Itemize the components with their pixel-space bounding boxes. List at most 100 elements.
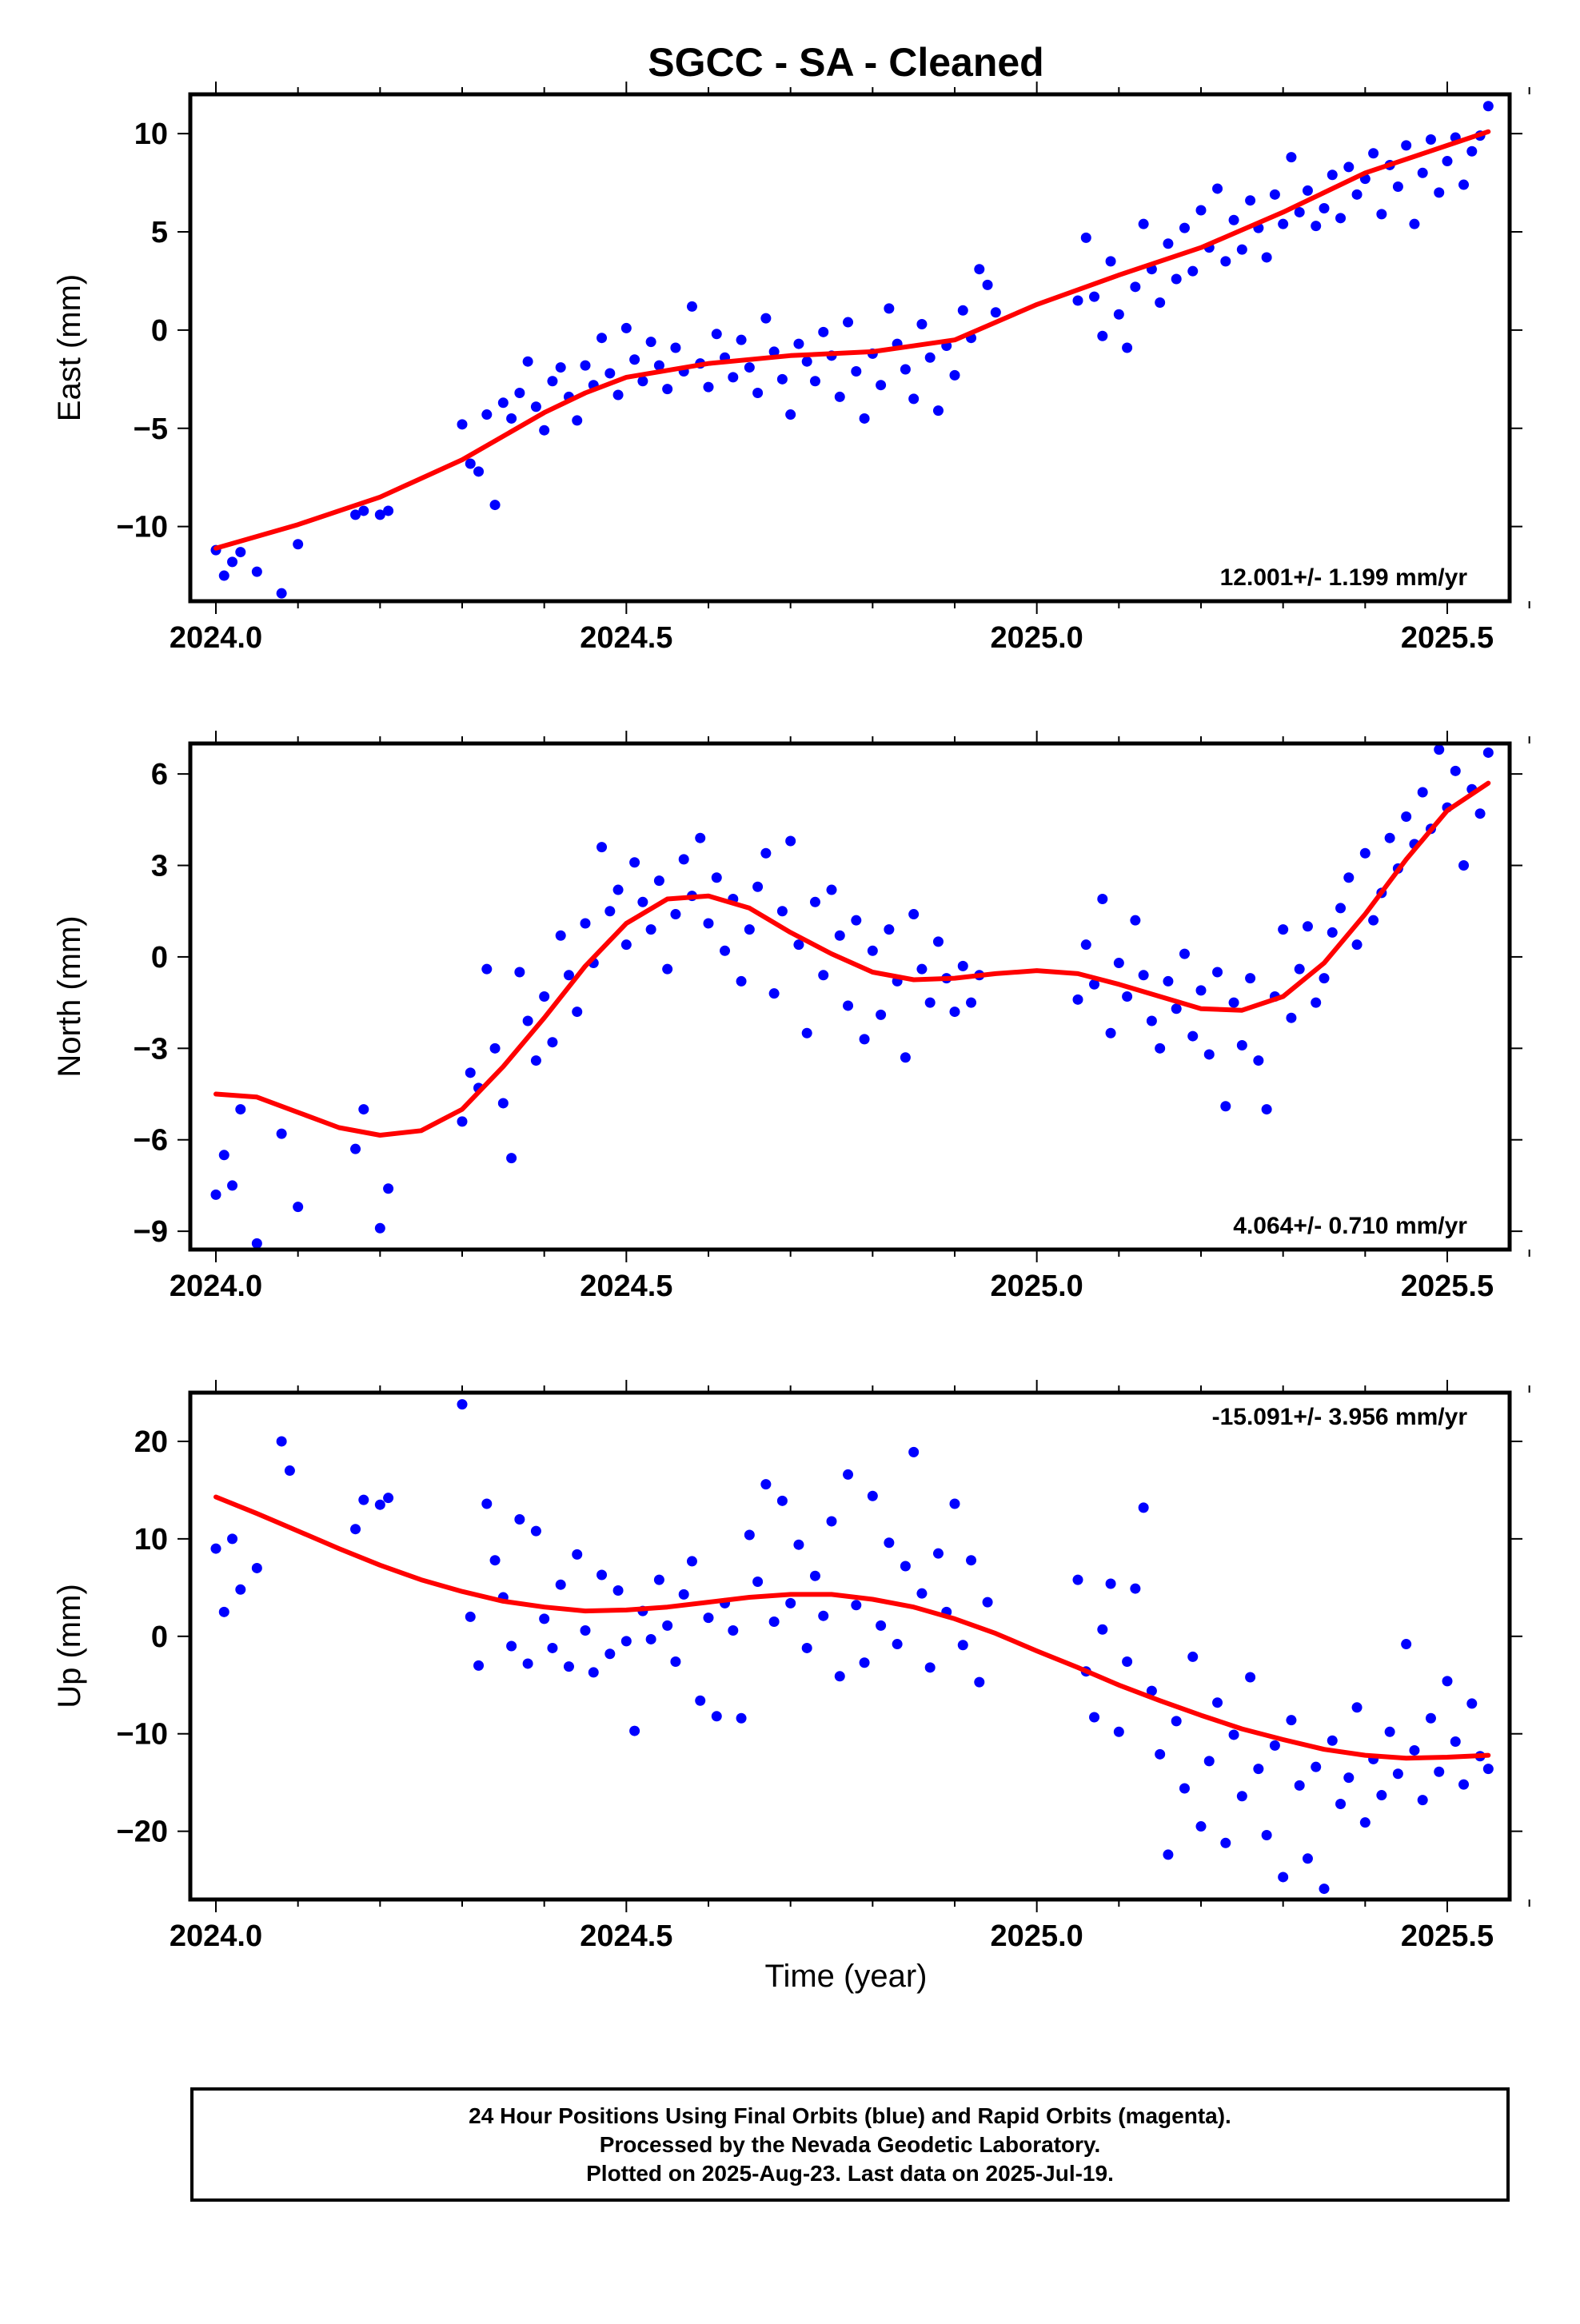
data-point (514, 1514, 525, 1525)
data-point (629, 857, 640, 868)
data-point (1187, 1651, 1199, 1662)
plot-area-north (210, 744, 1494, 1249)
data-point (1138, 218, 1149, 229)
data-point (843, 317, 854, 328)
data-point (514, 967, 525, 978)
data-point (785, 1597, 796, 1608)
data-point (235, 547, 246, 558)
data-point (612, 389, 624, 401)
data-point (744, 1529, 755, 1541)
data-point (572, 415, 583, 426)
data-point (235, 1104, 246, 1115)
data-point (1113, 958, 1124, 969)
data-point (686, 301, 697, 312)
plot-area-east (210, 101, 1494, 599)
data-point (1236, 244, 1247, 255)
data-point (1368, 915, 1379, 926)
data-point (678, 1589, 689, 1600)
data-point (1187, 265, 1199, 277)
data-point (1278, 1872, 1289, 1883)
data-point (728, 372, 739, 383)
x-tick-label: 2024.0 (170, 1919, 262, 1953)
x-tick-label: 2025.0 (991, 1270, 1083, 1303)
data-point (572, 1007, 583, 1018)
data-point (1458, 860, 1470, 871)
data-point (210, 1543, 221, 1554)
rate-annotation: 4.064+/- 0.710 mm/yr (1233, 1213, 1467, 1239)
data-point (555, 1579, 566, 1590)
data-point (1105, 1578, 1116, 1589)
data-point (1089, 291, 1100, 302)
data-point (1138, 970, 1149, 981)
data-point (711, 872, 722, 883)
data-point (768, 346, 780, 357)
data-point (497, 397, 509, 409)
data-point (218, 570, 229, 581)
data-point (563, 1661, 574, 1672)
data-point (982, 1597, 993, 1608)
data-point (908, 1446, 920, 1457)
data-point (809, 376, 820, 387)
data-point (1228, 214, 1239, 225)
y-tick-label: 10 (134, 118, 168, 151)
data-point (276, 588, 287, 599)
data-point (900, 364, 911, 375)
y-tick-label: 5 (151, 216, 168, 249)
data-point (1327, 169, 1338, 181)
data-point (1327, 927, 1338, 938)
data-point (227, 1180, 238, 1191)
data-point (932, 1548, 944, 1559)
data-point (1409, 218, 1420, 229)
data-point (720, 945, 731, 956)
data-point (711, 329, 722, 340)
footer-line-2: Processed by the Nevada Geodetic Laborat… (599, 2131, 1101, 2157)
data-point (374, 509, 385, 520)
y-tick-label: −9 (134, 1215, 168, 1249)
data-point (760, 313, 772, 324)
data-point (703, 1612, 714, 1624)
data-point (801, 1027, 812, 1038)
fit-line (213, 780, 1491, 1138)
data-point (1286, 1715, 1297, 1726)
x-tick-label: 2024.5 (580, 1919, 672, 1953)
data-point (884, 924, 895, 935)
data-point (350, 509, 361, 520)
data-point (809, 1570, 820, 1581)
data-point (1269, 189, 1280, 200)
data-point (251, 1238, 262, 1249)
y-axis-label: North (mm) (52, 915, 87, 1077)
data-point (497, 1098, 509, 1109)
data-point (1302, 185, 1313, 196)
data-point (924, 1662, 936, 1673)
data-point (1482, 747, 1494, 758)
y-tick-label: 0 (151, 941, 168, 975)
data-point (1203, 1756, 1215, 1767)
data-point (1245, 973, 1256, 984)
x-tick-label: 2025.5 (1401, 621, 1494, 655)
data-point (1269, 1740, 1280, 1751)
data-point (932, 936, 944, 947)
data-point (1466, 145, 1478, 157)
data-point (1146, 1685, 1157, 1696)
data-point (1220, 256, 1231, 267)
data-point (818, 970, 829, 981)
data-point (489, 1042, 501, 1054)
data-point (1278, 924, 1289, 935)
data-point (1302, 921, 1313, 932)
data-point (752, 388, 764, 399)
data-point (884, 303, 895, 314)
data-point (1319, 203, 1330, 214)
data-point (892, 1639, 903, 1650)
data-point (1359, 1817, 1371, 1828)
data-point (1450, 765, 1461, 776)
data-point (465, 1611, 476, 1622)
data-point (1072, 295, 1083, 306)
y-tick-label: −10 (117, 1718, 168, 1752)
data-point (1220, 1837, 1231, 1848)
data-point (514, 388, 525, 399)
data-point (1343, 1772, 1355, 1784)
data-point (620, 939, 632, 951)
data-point (834, 391, 845, 402)
data-point (990, 307, 1001, 318)
